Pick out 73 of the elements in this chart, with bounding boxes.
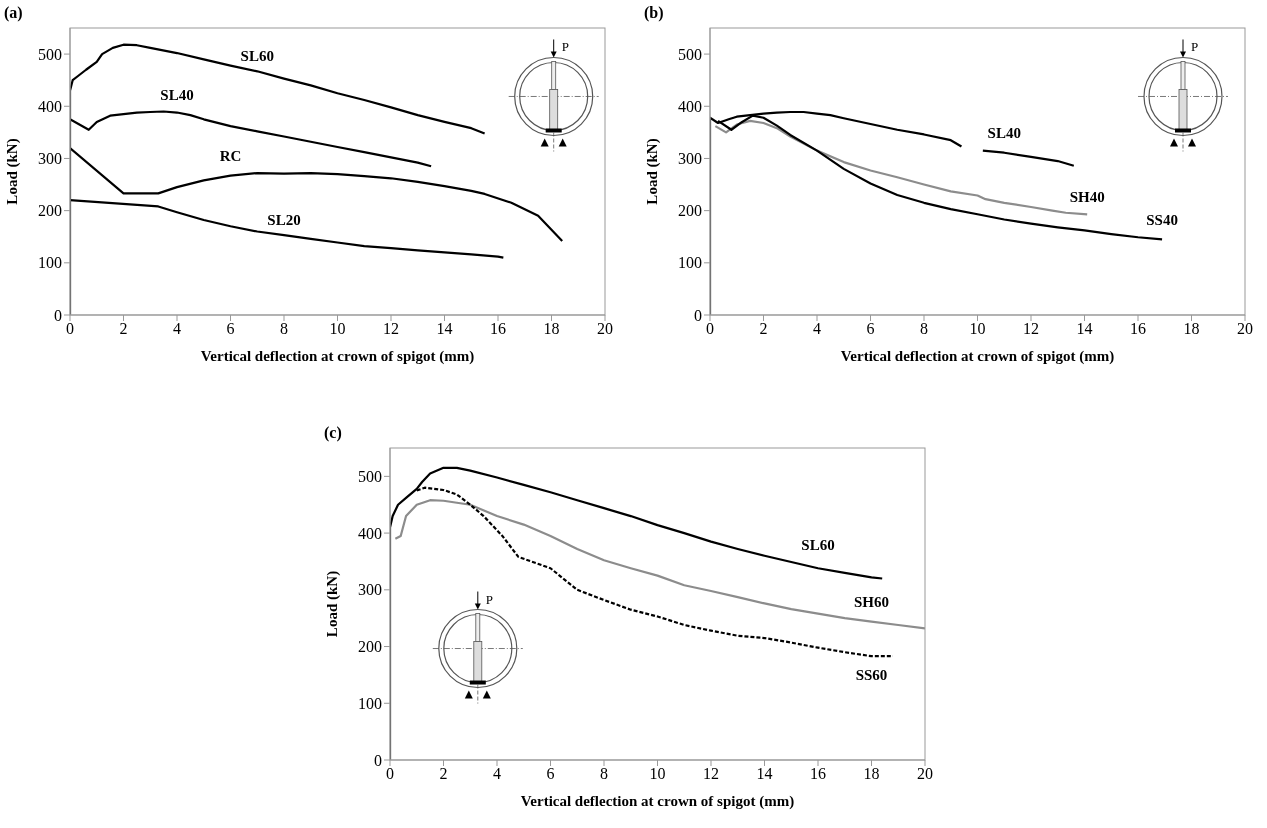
x-tick-label: 6 — [866, 320, 875, 338]
x-tick-label: 10 — [329, 320, 346, 338]
y-tick-label: 100 — [678, 254, 702, 272]
x-tick-label: 14 — [756, 765, 773, 783]
x-axis-title: Vertical deflection at crown of spigot (mm) — [840, 348, 1115, 365]
x-tick-label: 0 — [706, 320, 714, 338]
x-tick-label: 8 — [600, 765, 608, 783]
series-label: SL40 — [987, 125, 1021, 142]
y-tick-label: 400 — [38, 97, 62, 115]
x-tick-label: 8 — [280, 320, 288, 338]
y-tick-label: 400 — [678, 97, 702, 115]
y-tick-label: 200 — [38, 202, 62, 220]
x-tick-label: 12 — [1023, 320, 1039, 338]
x-tick-label: 14 — [436, 320, 453, 338]
y-axis-title: Load (kN) — [4, 138, 22, 205]
x-tick-label: 10 — [969, 320, 986, 338]
x-tick-label: 8 — [920, 320, 928, 338]
x-tick-label: 16 — [810, 765, 826, 783]
series-label: SL60 — [240, 47, 274, 64]
x-tick-label: 4 — [493, 765, 501, 783]
series-label: SH60 — [853, 594, 890, 611]
x-tick-label: 4 — [173, 320, 181, 338]
x-tick-label: 6 — [546, 765, 555, 783]
x-tick-label: 18 — [543, 320, 560, 338]
y-tick-label: 200 — [358, 638, 382, 656]
y-axis-title: Load (kN) — [324, 570, 342, 638]
series-label: SH40 — [1069, 188, 1105, 205]
series-label: SL60 — [801, 536, 835, 553]
series-label: SL20 — [267, 211, 301, 228]
y-tick-label: 100 — [358, 694, 382, 712]
y-tick-label: 300 — [358, 581, 382, 599]
x-tick-label: 16 — [1130, 320, 1146, 338]
y-tick-label: 100 — [38, 254, 62, 272]
y-tick-label: 0 — [694, 306, 702, 324]
x-tick-label: 2 — [119, 320, 128, 338]
x-tick-label: 20 — [1237, 320, 1253, 338]
x-tick-label: 18 — [863, 765, 880, 783]
annotation: P — [561, 39, 569, 55]
x-tick-label: 20 — [597, 320, 613, 338]
series-label: RC — [219, 148, 242, 165]
x-tick-label: 0 — [386, 765, 394, 783]
x-axis-title: Vertical deflection at crown of spigot (mm) — [520, 793, 795, 810]
series-label: SS40 — [1146, 211, 1178, 228]
y-tick-label: 0 — [54, 306, 62, 324]
y-tick-label: 500 — [678, 45, 702, 63]
series-label: SS60 — [855, 666, 888, 683]
y-tick-label: 0 — [374, 751, 382, 769]
chart-title: (b) — [644, 4, 664, 22]
series-label: SL40 — [160, 86, 194, 103]
x-tick-label: 12 — [383, 320, 399, 338]
x-tick-label: 20 — [917, 765, 933, 783]
x-axis-title: Vertical deflection at crown of spigot (mm) — [200, 348, 475, 365]
annotation: P — [485, 591, 494, 607]
y-tick-label: 500 — [358, 468, 382, 486]
y-tick-label: 300 — [678, 150, 702, 168]
annotation: P — [1191, 39, 1199, 55]
y-tick-label: 300 — [38, 150, 62, 168]
x-tick-label: 10 — [649, 765, 666, 783]
x-tick-label: 0 — [66, 320, 74, 338]
x-tick-label: 16 — [490, 320, 506, 338]
y-tick-label: 400 — [358, 524, 382, 542]
chart-title: (a) — [4, 4, 23, 22]
chart-title: (c) — [324, 424, 342, 442]
x-tick-label: 4 — [813, 320, 821, 338]
x-tick-label: 12 — [703, 765, 719, 783]
y-axis-title: Load (kN) — [644, 138, 662, 205]
x-tick-label: 6 — [226, 320, 235, 338]
y-tick-label: 500 — [38, 45, 62, 63]
x-tick-label: 2 — [439, 765, 448, 783]
x-tick-label: 14 — [1076, 320, 1093, 338]
x-tick-label: 18 — [1183, 320, 1200, 338]
x-tick-label: 2 — [759, 320, 768, 338]
y-tick-label: 200 — [678, 202, 702, 220]
